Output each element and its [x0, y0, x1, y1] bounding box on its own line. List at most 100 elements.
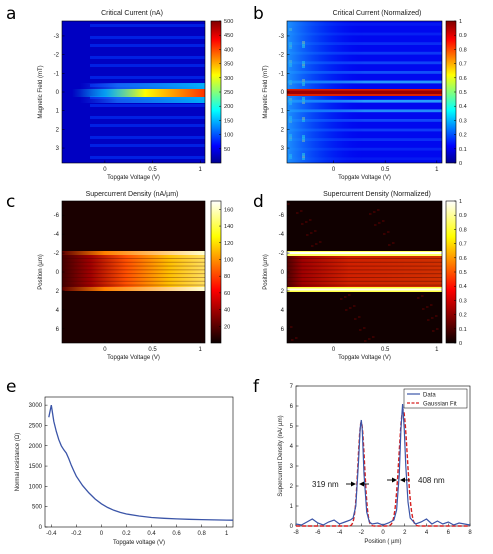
annotation-408nm: 408 nm [418, 476, 445, 485]
panel-d-colorbar-label: 0.1 [459, 327, 467, 333]
panel-c-ytick-label: -6 [54, 213, 60, 219]
panel-f-legend: Data Gaussian Fit [403, 388, 468, 409]
panel-d-xlabel: Topgate Voltage (V) [338, 355, 391, 361]
panel-f-ytick-label: 4 [290, 444, 294, 450]
panel-e-xtick-label: -0.4 [46, 531, 57, 537]
panel-b-ytick-label: -1 [279, 71, 285, 77]
panel-a-colorbar-label: 400 [224, 47, 233, 53]
panel-b-colorbar-label: 0.3 [459, 118, 467, 124]
panel-a-ytick-label: 1 [56, 109, 60, 115]
panel-a-ytick-label: 3 [56, 146, 60, 152]
panel-e-xtick-label: 0.6 [172, 531, 181, 537]
panel-f-ylabel: Supercurrent Density (nA/ µm) [278, 415, 284, 496]
panel-c-colorbar-label: 120 [224, 241, 233, 247]
panel-d-colorbar-label: 0 [459, 341, 462, 347]
panel-b-colorbar-label: 0.9 [459, 33, 467, 39]
annotation-319nm: 319 nm [312, 480, 339, 489]
panel-f-xtick-label: -2 [359, 530, 365, 536]
panel-c-xtick-label: 0 [103, 347, 107, 353]
panel-c-ytick-label: -2 [54, 251, 60, 257]
panel-c-ytick-label: 2 [56, 289, 60, 295]
panel-c-colorbar-label: 20 [224, 324, 230, 330]
panel-e-ytick-label: 2000 [29, 444, 43, 450]
panel-c-ytick-label: 6 [56, 327, 60, 333]
panel-d-colorbar-label: 0.3 [459, 298, 467, 304]
panel-e-series-line [48, 404, 234, 521]
panel-f-annotations: 319 nm 408 nm [312, 476, 445, 489]
panel-e-xtick-label: 1 [225, 531, 229, 537]
panel-b-ytick-label: 1 [281, 109, 285, 115]
panel-c-xtick-label: 1 [199, 347, 203, 353]
panel-b-colorbar-label: 0 [459, 161, 462, 167]
panel-letter-f: f [253, 377, 260, 397]
panel-c-colorbar-label: 80 [224, 274, 230, 280]
panel-c-ytick-label: 0 [56, 270, 60, 276]
panel-b-xtick-label: 0 [332, 167, 336, 173]
panel-d-xtick-label: 1 [435, 347, 439, 353]
panel-e-ylabel: Normal resistance (Ω) [15, 433, 21, 492]
panel-a-xlabel: Topgate Voltage (V) [107, 175, 160, 181]
panel-e-xlabel: Topgate voltage (V) [113, 540, 165, 546]
panel-c-ytick-label: -4 [54, 232, 60, 238]
panel-a-colorbar-label: 100 [224, 133, 233, 139]
panel-b-colorbar-label: 0.4 [459, 104, 467, 110]
panel-a-colorbar-label: 200 [224, 104, 233, 110]
panel-a-ytick-label: -2 [54, 53, 60, 59]
panel-c-colorbar [210, 200, 222, 344]
panel-d-colorbar-label: 0.7 [459, 242, 467, 248]
panel-a-colorbar-label: 500 [224, 19, 233, 25]
panel-f-xtick-label: 4 [425, 530, 429, 536]
panel-f-xtick-label: 2 [403, 530, 407, 536]
panel-letter-b: b [253, 4, 264, 24]
panel-b-ytick-label: -2 [279, 53, 285, 59]
panel-d-heatmap [286, 200, 443, 344]
panel-b-ytick-label: 0 [281, 90, 285, 96]
panel-f-xtick-label: 8 [468, 530, 472, 536]
panel-e-ytick-label: 1000 [29, 484, 43, 490]
panel-c-xlabel: Topgate Voltage (V) [107, 355, 160, 361]
panel-f-ytick-label: 6 [290, 404, 294, 410]
panel-c-colorbar-label: 160 [224, 207, 233, 213]
panel-f-ytick-label: 3 [290, 464, 294, 470]
panel-b-title: Critical Current (Normalized) [333, 10, 422, 17]
panel-d-colorbar-label: 0.9 [459, 213, 467, 219]
panel-a-heatmap [61, 20, 206, 164]
panel-a-ytick-label: -3 [54, 34, 60, 40]
panel-d-ytick-label: 4 [281, 308, 285, 314]
panel-b-colorbar-label: 0.6 [459, 76, 467, 82]
panel-d-ytick-label: -4 [279, 232, 285, 238]
panel-e-ytick-label: 2500 [29, 423, 43, 429]
panel-letter-c: c [6, 192, 15, 212]
panel-d-colorbar-label: 0.6 [459, 256, 467, 262]
panel-f-ytick-label: 7 [290, 384, 294, 390]
panel-b-ylabel: Magnetic Field (mT) [263, 65, 269, 118]
panel-a-colorbar-label: 350 [224, 62, 233, 68]
panel-e-xtick-label: 0.2 [122, 531, 131, 537]
panel-a-colorbar-label: 250 [224, 90, 233, 96]
panel-b-ytick-label: 2 [281, 127, 285, 133]
panel-f-plot: Data Gaussian Fit 319 nm 408 nm [295, 385, 471, 527]
panel-a-title: Critical Current (nA) [101, 10, 163, 17]
panel-e-xtick-label: 0 [100, 531, 104, 537]
panel-e-plot [44, 396, 234, 528]
panel-c-ylabel: Position (µm) [38, 254, 44, 289]
panel-f-ytick-label: 0 [290, 524, 294, 530]
panel-f-ytick-label: 2 [290, 484, 294, 490]
panel-d-ytick-label: 0 [281, 270, 285, 276]
legend-data: Data [423, 393, 436, 399]
panel-a-axes [62, 20, 221, 163]
legend-gaussian-fit: Gaussian Fit [423, 402, 457, 408]
panel-b-colorbar-label: 0.2 [459, 133, 467, 139]
panel-e-ytick-label: 500 [32, 505, 43, 511]
panel-e-xtick-label: 0.4 [147, 531, 156, 537]
panel-e-ytick-label: 0 [39, 525, 43, 531]
panel-a-xtick-label: 1 [199, 167, 203, 173]
panel-b-colorbar-label: 0.7 [459, 62, 467, 68]
panel-c-colorbar-label: 60 [224, 291, 230, 297]
panel-d-colorbar-label: 1 [459, 199, 462, 205]
panel-d-ytick-label: 6 [281, 327, 285, 333]
panel-a-colorbar-label: 50 [224, 147, 230, 153]
panel-c-ytick-label: 4 [56, 308, 60, 314]
panel-f-xtick-label: -4 [337, 530, 343, 536]
